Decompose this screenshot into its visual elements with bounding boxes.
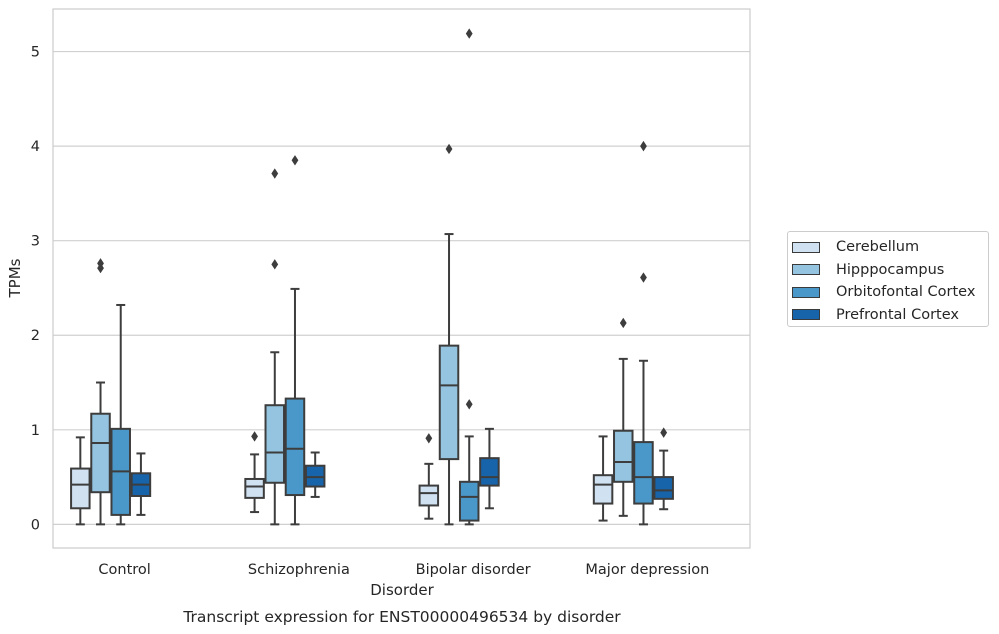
outlier-point: [291, 155, 299, 166]
box-hipppocampus-3: [613, 317, 634, 517]
x-axis-ticks: Control Schizophrenia Bipolar disorder Majo…: [98, 562, 709, 578]
legend-swatch-hippocampus: [792, 264, 820, 276]
legend-item-prefrontal-cortex: Prefrontal Cortex: [792, 304, 988, 327]
outlier-point: [251, 431, 258, 442]
box-body: [613, 429, 634, 483]
box-prefrontal-cortex-0: [130, 452, 152, 516]
legend-label-hippocampus: Hipppocampus: [836, 261, 945, 278]
legend-label-prefrontal-cortex: Prefrontal Cortex: [836, 306, 959, 323]
x-tick-label: Major depression: [585, 562, 709, 578]
box-body: [653, 476, 674, 500]
outlier-point: [425, 433, 433, 444]
box-prefrontal-cortex-1: [304, 451, 326, 498]
legend-item-orbitofrontal-cortex: Orbitofontal Cortex: [792, 281, 988, 304]
outlier-point: [640, 140, 647, 152]
outlier-point: [445, 143, 453, 155]
y-tick-label: 4: [31, 139, 40, 155]
box-prefrontal-cortex-2: [479, 427, 500, 510]
y-tick-label: 2: [31, 328, 40, 344]
box-hipppocampus-1: [264, 168, 286, 526]
box-orbitofontal-cortex-0: [110, 303, 131, 526]
legend-swatch-cerebellum: [792, 241, 820, 253]
box-body: [592, 474, 614, 505]
box-cerebellum-0: [70, 436, 91, 526]
chart-title: Transcript expression for ENST0000049653…: [182, 608, 621, 626]
y-axis-ticks: 0 1 2 3 4 5: [31, 45, 40, 534]
legend-item-cerebellum: Cerebellum: [792, 236, 988, 259]
box-orbitofontal-cortex-2: [458, 28, 480, 526]
box-hipppocampus-0: [90, 258, 111, 526]
box-orbitofontal-cortex-3: [633, 140, 654, 526]
box-body: [70, 467, 91, 510]
y-tick-label: 0: [31, 517, 40, 533]
legend-swatch-prefrontal-cortex: [792, 309, 820, 321]
box-body: [284, 397, 306, 497]
outlier-point: [660, 427, 668, 438]
y-tick-label: 5: [31, 45, 40, 61]
legend-label-orbitofrontal-cortex: Orbitofontal Cortex: [836, 284, 976, 301]
box-body: [90, 412, 111, 494]
box-orbitofontal-cortex-1: [284, 155, 306, 526]
y-tick-label: 1: [31, 423, 40, 439]
outlier-point: [271, 259, 279, 270]
y-tick-label: 3: [31, 234, 40, 250]
legend: Cerebellum Hipppocampus Orbitofontal Cor…: [787, 231, 989, 327]
box-cerebellum-3: [592, 435, 614, 522]
outlier-point: [465, 28, 473, 39]
legend-swatch-orbitofrontal-cortex: [792, 286, 820, 298]
box-cerebellum-1: [244, 431, 265, 514]
box-body: [264, 404, 286, 484]
x-tick-label: Control: [98, 562, 150, 578]
x-tick-label: Bipolar disorder: [416, 562, 531, 578]
gridlines: [53, 50, 750, 525]
outlier-point: [97, 258, 104, 269]
box-body: [244, 477, 265, 499]
box-hipppocampus-2: [438, 143, 460, 526]
x-tick-label: Schizophrenia: [248, 562, 350, 578]
outlier-point: [640, 272, 647, 283]
outlier-point: [465, 399, 473, 410]
box-body: [633, 441, 654, 505]
box-prefrontal-cortex-3: [653, 427, 674, 511]
box-cerebellum-2: [418, 433, 440, 520]
outlier-point: [619, 317, 627, 329]
legend-label-cerebellum: Cerebellum: [836, 239, 920, 256]
x-axis-label: Disorder: [370, 581, 434, 599]
box-body: [438, 344, 460, 461]
boxes-layer: [70, 28, 674, 526]
box-body: [418, 484, 440, 507]
outlier-point: [271, 168, 279, 179]
legend-item-hippocampus: Hipppocampus: [792, 259, 988, 282]
box-body: [479, 457, 500, 487]
box-body: [458, 480, 480, 522]
plot-frame: [52, 8, 751, 549]
y-axis-label: TPMs: [6, 258, 24, 298]
